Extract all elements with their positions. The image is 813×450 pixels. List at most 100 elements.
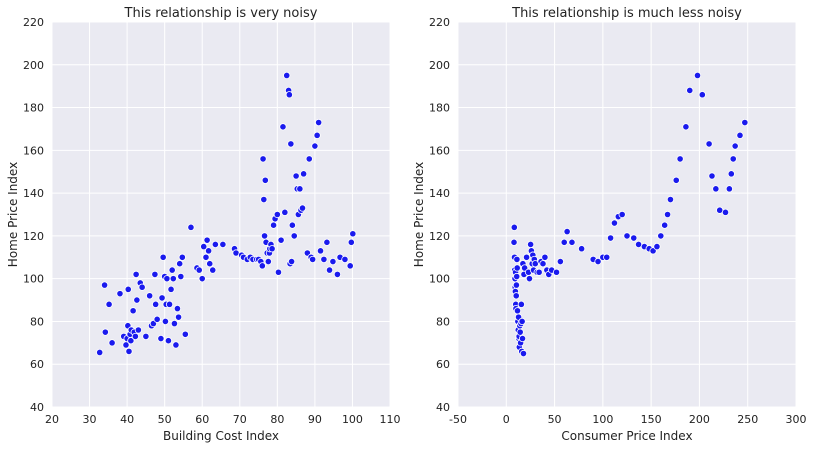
scatter-points — [510, 71, 749, 358]
data-point — [672, 176, 680, 184]
data-point — [721, 208, 730, 216]
data-point — [170, 319, 179, 328]
data-point — [292, 172, 300, 180]
data-point — [200, 242, 208, 251]
data-point — [698, 91, 706, 99]
data-point — [510, 238, 518, 246]
data-point — [268, 245, 276, 253]
y-tick-label: 80 — [436, 315, 450, 328]
data-point — [219, 240, 227, 249]
x-tick-label: 30 — [83, 413, 97, 426]
x-tick-label: 20 — [45, 413, 59, 426]
data-point — [277, 236, 285, 244]
data-point — [311, 142, 319, 150]
data-point — [539, 260, 547, 268]
y-tick-label: 120 — [429, 230, 450, 243]
data-point — [513, 264, 521, 272]
y-tick-label: 200 — [429, 59, 450, 72]
data-point — [127, 337, 135, 345]
data-point — [283, 71, 291, 80]
data-point — [552, 268, 561, 276]
data-point — [177, 272, 185, 281]
y-tick-label: 160 — [429, 144, 450, 157]
data-point — [187, 223, 195, 231]
data-point — [512, 292, 520, 300]
data-point — [305, 155, 313, 163]
data-point — [131, 332, 139, 341]
y-tick-label: 120 — [23, 230, 44, 243]
data-point — [129, 307, 137, 315]
data-point — [258, 262, 266, 270]
y-tick-label: 220 — [429, 16, 450, 29]
plot-background — [458, 22, 796, 407]
data-point — [518, 334, 527, 343]
data-point — [134, 326, 142, 334]
data-point — [195, 266, 203, 274]
data-point — [125, 347, 133, 355]
data-point — [260, 195, 268, 204]
data-point — [517, 300, 525, 308]
x-tick-label: 50 — [548, 413, 562, 426]
data-point — [556, 257, 564, 266]
data-point — [522, 253, 531, 261]
data-point — [610, 219, 619, 227]
data-point — [181, 330, 189, 338]
data-point — [578, 245, 586, 253]
data-point — [666, 195, 675, 204]
data-point — [309, 255, 317, 264]
chart-title: This relationship is very noisy — [124, 6, 318, 21]
data-point — [163, 275, 171, 283]
data-point — [176, 260, 184, 268]
data-point — [281, 208, 289, 216]
data-point — [346, 262, 354, 270]
data-point — [525, 275, 534, 283]
data-point — [287, 140, 295, 148]
y-tick-label: 60 — [436, 358, 450, 371]
data-point — [333, 270, 342, 278]
data-point — [618, 210, 626, 219]
y-axis-label: Home Price Index — [6, 162, 20, 267]
data-point — [725, 185, 733, 193]
data-point — [320, 255, 328, 264]
data-point — [279, 123, 287, 131]
data-point — [727, 170, 735, 178]
y-tick-label: 40 — [436, 401, 450, 414]
data-point — [568, 238, 576, 246]
data-point — [274, 268, 283, 276]
data-point — [741, 118, 749, 127]
x-axis-label: Building Cost Index — [163, 429, 279, 443]
x-tick-label: 70 — [233, 413, 247, 426]
data-point — [298, 204, 307, 212]
data-point — [519, 349, 528, 358]
data-point — [606, 234, 615, 242]
x-tick-label: 250 — [737, 413, 758, 426]
data-point — [211, 240, 219, 249]
data-point — [296, 185, 304, 193]
data-point — [261, 176, 269, 184]
x-tick-label: 100 — [342, 413, 363, 426]
data-point — [563, 228, 571, 236]
data-point — [663, 210, 672, 219]
y-tick-label: 180 — [429, 102, 450, 115]
chart-title: This relationship is much less noisy — [511, 6, 742, 21]
data-point — [736, 131, 744, 139]
y-tick-label: 140 — [429, 187, 450, 200]
data-point — [264, 257, 272, 266]
data-point — [347, 238, 355, 246]
data-point — [513, 272, 521, 281]
data-point — [682, 123, 690, 131]
data-point — [513, 307, 522, 315]
y-tick-label: 60 — [30, 358, 44, 371]
data-point — [157, 334, 165, 343]
data-point — [259, 155, 267, 163]
data-point — [708, 172, 716, 180]
data-point — [164, 337, 173, 345]
data-point — [341, 255, 349, 264]
data-point — [731, 142, 739, 150]
data-point — [686, 86, 694, 95]
y-tick-label: 220 — [23, 16, 44, 29]
data-point — [152, 300, 160, 308]
data-point — [560, 238, 568, 246]
